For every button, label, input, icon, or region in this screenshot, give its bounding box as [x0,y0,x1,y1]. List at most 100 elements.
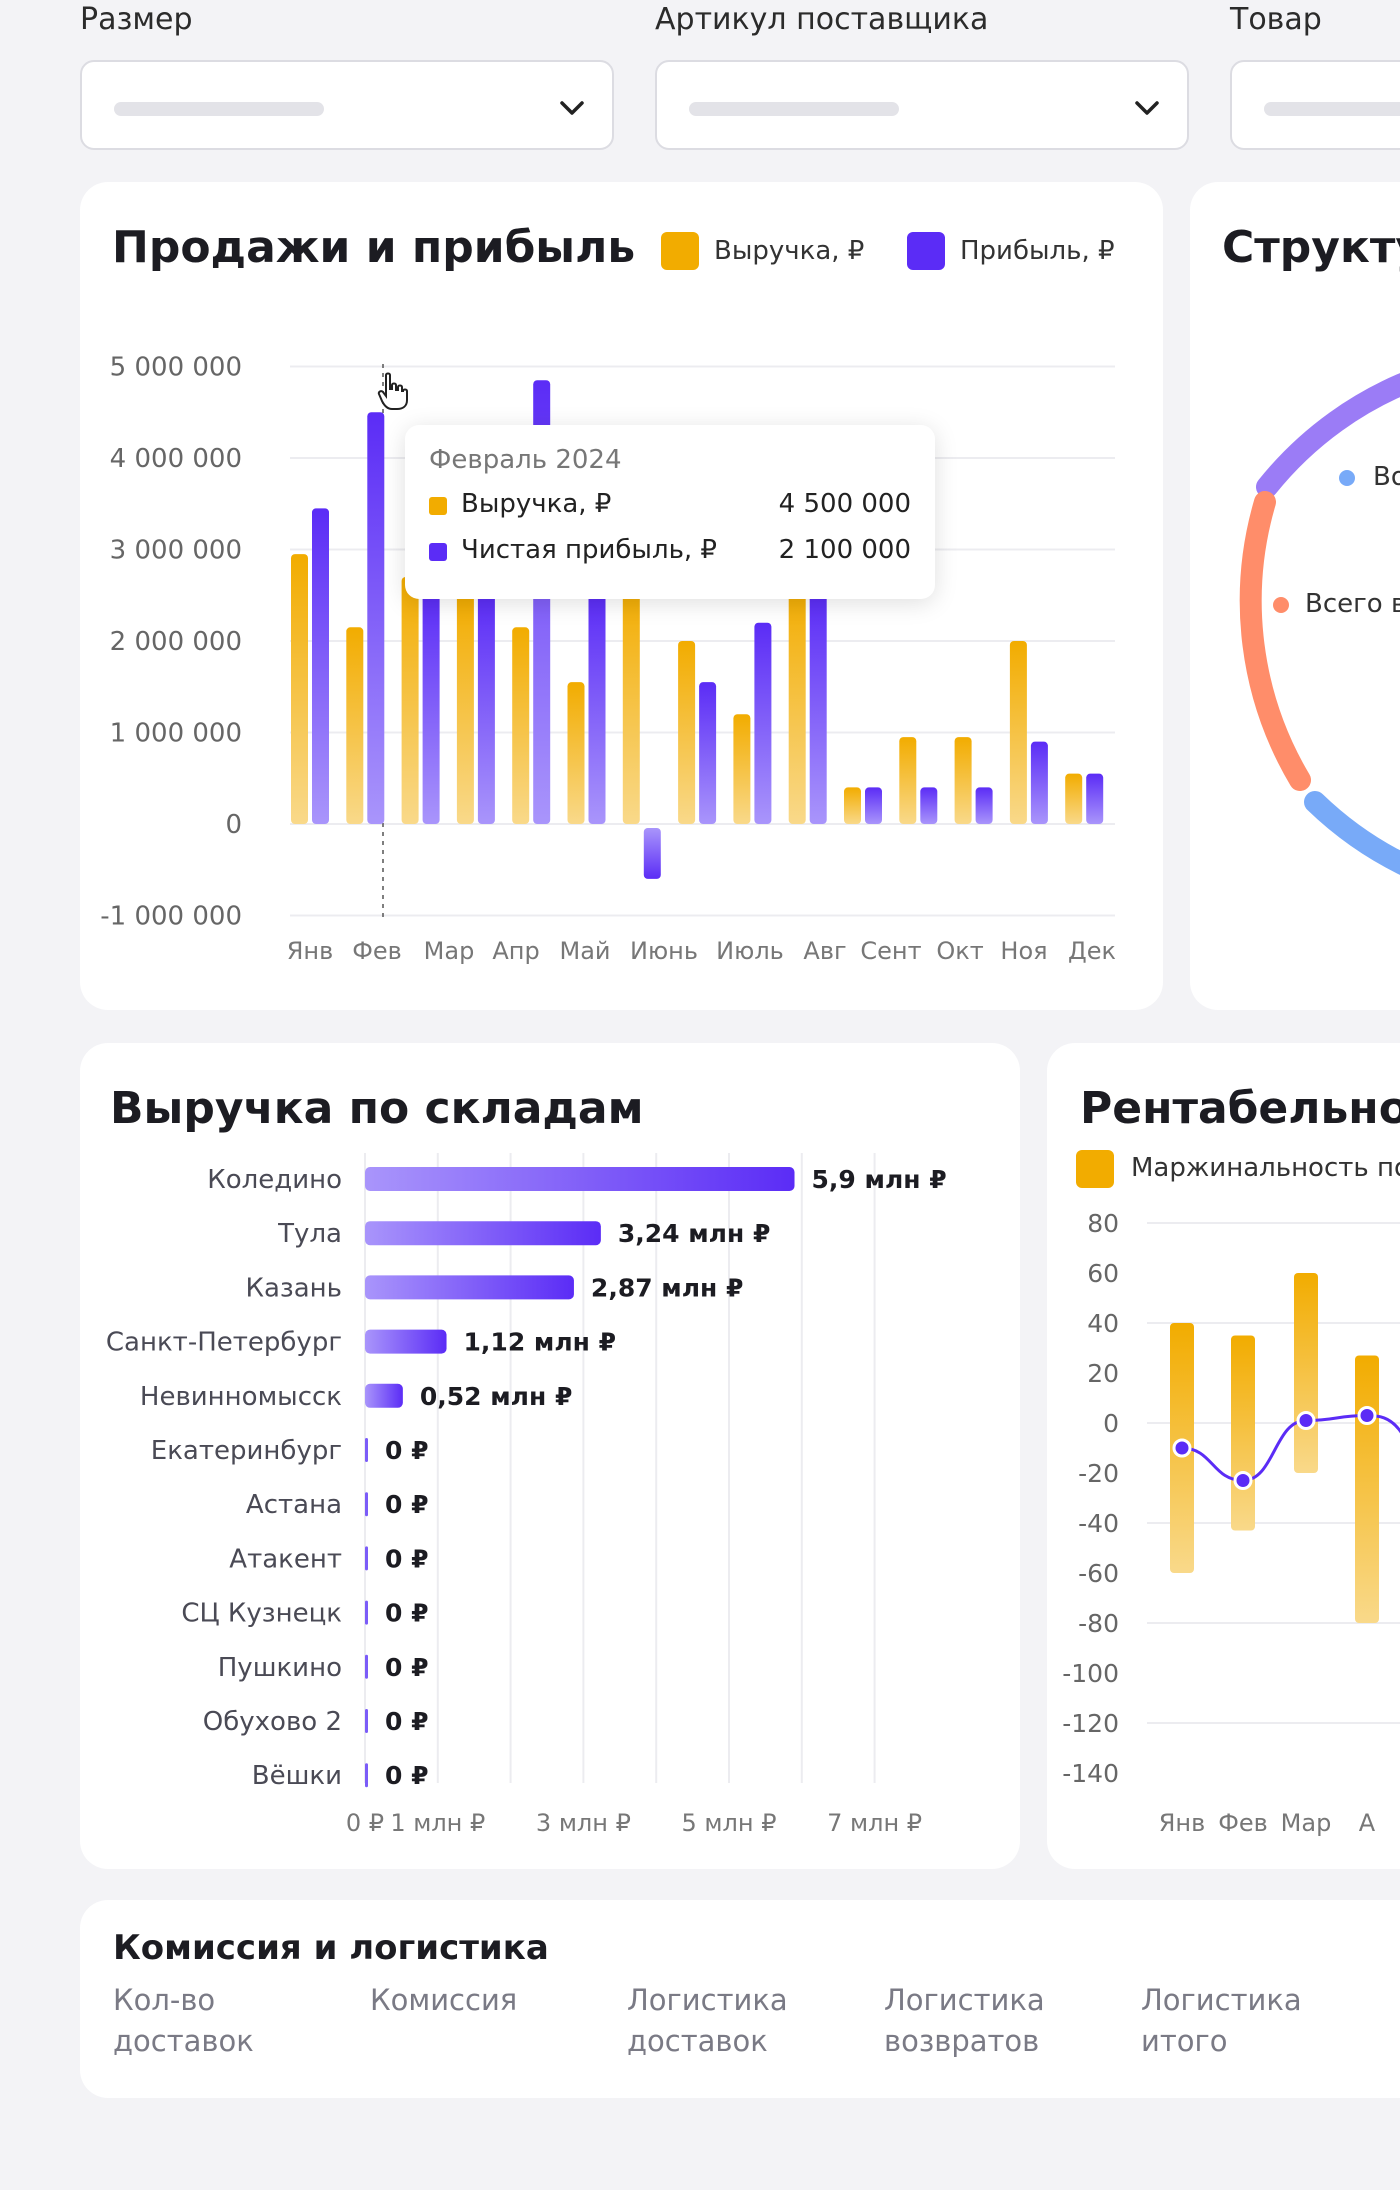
y-tick-label: 0 [1103,1409,1119,1438]
y-tick-label: 60 [1087,1259,1119,1288]
warehouse-value-label: 0 ₽ [385,1707,429,1736]
x-tick-label: Авг [803,937,846,965]
x-tick-label: Май [559,937,610,965]
profit-bar [367,412,385,824]
placeholder-bar [114,102,324,116]
revenue-bar [567,682,585,824]
y-tick-label: -20 [1078,1459,1119,1488]
revenue-bar [678,641,696,824]
tooltip-title: Февраль 2024 [429,445,622,475]
warehouse-bar [365,1709,368,1733]
donut-legend-1: Во [1373,462,1400,492]
legend-dot-orange [1273,597,1289,613]
warehouse-label: Вёшки [252,1761,342,1791]
warehouse-bar [365,1438,368,1462]
filter-size-label: Размер [80,2,193,37]
commission-logistics-card: Комиссия и логистика Кол-во доставок Коми… [80,1900,1400,2098]
profit-bar [643,828,661,879]
warehouse-value-label: 3,24 млн ₽ [618,1219,771,1248]
legend-revenue-label: Выручка, ₽ [714,236,865,266]
warehouse-label: Коледино [207,1165,342,1195]
legend-margin-swatch [1076,1150,1114,1188]
warehouse-chart: 0 ₽1 млн ₽3 млн ₽5 млн ₽7 млн ₽Коледино 5… [106,1153,947,1837]
revenue-bar [844,787,861,824]
y-tick-label: -100 [1062,1659,1119,1688]
y-tick-label: -140 [1062,1759,1119,1788]
y-tick-label: -120 [1062,1709,1119,1738]
y-tick-label: -80 [1078,1609,1119,1638]
y-tick-label: 4 000 000 [110,444,242,474]
profit-bar [1086,773,1104,824]
y-tick-label: 0 [225,810,242,840]
warehouse-value-label: 5,9 млн ₽ [812,1165,947,1194]
rentability-card: Рентабельнос Маржинальность по 80 60 40 20 0… [1047,1043,1400,1869]
revenue-bar [1009,641,1027,824]
warehouse-bar [365,1167,795,1191]
x-tick-label: Сент [860,937,921,965]
warehouse-label: Астана [246,1490,342,1520]
margin-range-bar [1355,1355,1379,1623]
x-tick-label: Ноя [1000,937,1047,965]
card-title: Продажи и прибыль [112,222,636,273]
structure-card: Структу Во Всего в [1190,182,1400,1010]
x-tick-label: Янв [287,937,334,965]
revenue-bar [456,595,474,824]
card-title: Комиссия и логистика [113,1928,549,1968]
margin-point [1296,1411,1316,1430]
profit-bar [865,787,882,824]
x-tick-label: 0 ₽ [346,1809,384,1837]
revenue-bar [1065,773,1083,824]
revenue-bar [954,737,972,824]
y-tick-label: 1 000 000 [110,719,242,749]
profit-bar [699,682,717,824]
legend-profit-label: Прибыль, ₽ [960,236,1115,266]
column-logistics-returns: Логистика возвратов [884,1983,1045,2058]
placeholder-bar [689,102,899,116]
cursor-hand-icon [377,372,408,410]
column-logistics-deliveries: Логистика доставок [627,1983,788,2058]
profit-bar [975,787,993,824]
legend-revenue-swatch [661,232,699,270]
y-tick-label: -1 000 000 [100,902,242,932]
revenue-bar [733,714,751,824]
profit-bar [588,595,606,824]
warehouse-revenue-card: Выручка по складам 0 ₽1 млн ₽3 млн ₽5 мл… [80,1043,1020,1869]
revenue-bar [346,627,364,824]
x-tick-label: 1 млн ₽ [390,1809,485,1837]
y-tick-label: 2 000 000 [110,627,242,657]
warehouse-value-label: 2,87 млн ₽ [591,1273,744,1302]
warehouse-bar [365,1763,368,1788]
warehouse-label: Невинномысск [140,1382,342,1412]
tooltip-revenue-swatch [429,497,447,515]
y-tick-label: 20 [1087,1359,1119,1388]
filter-product-select[interactable] [1230,60,1400,150]
filter-article-select[interactable] [655,60,1189,150]
x-tick-label: Апр [492,937,539,965]
warehouse-value-label: 0 ₽ [385,1544,429,1573]
filter-size-select[interactable] [80,60,614,150]
warehouse-label: Атакент [229,1544,342,1574]
warehouse-value-label: 0 ₽ [385,1653,429,1682]
warehouse-label: Тула [277,1219,342,1249]
warehouse-bar [365,1383,403,1408]
filter-product-label: Товар [1230,2,1322,37]
margin-range-bar [1294,1273,1318,1473]
warehouse-value-label: 0,52 млн ₽ [420,1382,573,1411]
card-title: Рентабельнос [1080,1083,1400,1134]
warehouse-bar [365,1546,368,1571]
chart-tooltip: Февраль 2024 Выручка, ₽ 4 500 000 Чистая… [405,425,935,599]
warehouse-bar [365,1492,368,1517]
legend-margin-label: Маржинальность по [1131,1153,1400,1183]
card-title: Выручка по складам [110,1083,644,1134]
profit-bar [920,787,938,824]
x-tick-label: Мар [1281,1809,1332,1837]
tooltip-revenue-value: 4 500 000 [778,489,911,519]
warehouse-value-label: 0 ₽ [385,1599,429,1628]
y-tick-label: 5 000 000 [110,353,242,383]
warehouse-label: Екатеринбург [151,1436,342,1466]
x-tick-label: 3 млн ₽ [536,1809,631,1837]
y-tick-label: -40 [1078,1509,1119,1538]
warehouse-bar [365,1654,368,1679]
revenue-bar [788,586,806,824]
tooltip-revenue-label: Выручка, ₽ [461,489,612,519]
